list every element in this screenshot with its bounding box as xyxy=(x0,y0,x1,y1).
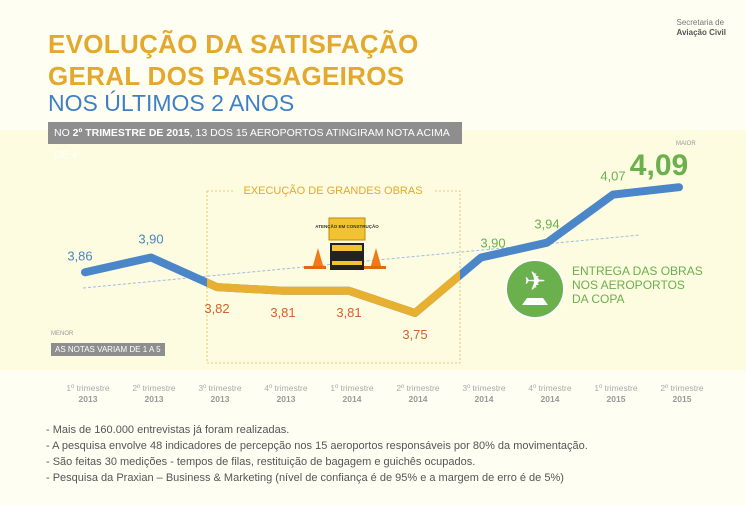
maior-label: MAIOR xyxy=(676,141,696,147)
x-tick-quarter: 2º trimestre xyxy=(132,383,176,393)
x-tick-year: 2014 xyxy=(540,394,560,404)
x-tick-quarter: 1º trimestre xyxy=(66,383,110,393)
page-title: EVOLUÇÃO DA SATISFAÇÃO GERAL DOS PASSAGEI… xyxy=(48,28,419,92)
value-label: 3,75 xyxy=(402,327,427,342)
sign-text: ATENÇÃO EM CONSTRUÇÃO xyxy=(315,223,379,229)
note-item: - Mais de 160.000 entrevistas já foram r… xyxy=(46,424,290,436)
logo: Secretaria de Aviação Civil xyxy=(676,18,726,38)
x-tick-year: 2014 xyxy=(342,394,362,404)
construction-period-box xyxy=(206,190,461,364)
note-item: - Pesquisa da Praxian – Business & Marke… xyxy=(46,472,564,484)
x-tick-label: 1º trimestre 2015 xyxy=(581,383,651,405)
construction-sign-icon: ATENÇÃO EM CONSTRUÇÃO xyxy=(304,217,386,270)
x-tick-year: 2013 xyxy=(78,394,98,404)
x-tick-quarter: 2º trimestre xyxy=(660,383,704,393)
value-label: 3,94 xyxy=(534,217,559,232)
delivery-line-3: DA COPA xyxy=(572,292,625,306)
construction-label-bg xyxy=(233,182,433,198)
x-tick-year: 2013 xyxy=(210,394,230,404)
x-tick-label: 1º trimestre 2014 xyxy=(317,383,387,405)
x-tick-label: 2º trimestre 2013 xyxy=(119,383,189,405)
note-item: - A pesquisa envolve 48 indicadores de p… xyxy=(46,440,588,452)
x-tick-year: 2014 xyxy=(408,394,428,404)
menor-label: MENOR xyxy=(51,331,74,337)
notes-list: - Mais de 160.000 entrevistas já foram r… xyxy=(46,422,588,486)
x-tick-quarter: 3º trimestre xyxy=(462,383,506,393)
x-tick-year: 2013 xyxy=(144,394,164,404)
value-label: 4,07 xyxy=(600,169,625,184)
x-tick-label: 4º trimestre 2013 xyxy=(251,383,321,405)
value-label: 3,82 xyxy=(204,301,229,316)
value-label: 4,09 xyxy=(630,149,688,182)
highlight-banner: NO 2º TRIMESTRE DE 2015, 13 DOS 15 AEROP… xyxy=(48,122,462,161)
highlight-bold: 2º TRIMESTRE DE 2015 xyxy=(72,127,190,139)
x-tick-year: 2015 xyxy=(606,394,626,404)
x-tick-label: 3º trimestre 2014 xyxy=(449,383,519,405)
construction-label: EXECUÇÃO DE GRANDES OBRAS xyxy=(243,184,422,197)
title-line-2: GERAL DOS PASSAGEIROS xyxy=(48,61,405,91)
x-tick-quarter: 1º trimestre xyxy=(330,383,374,393)
value-label: 3,90 xyxy=(138,232,163,247)
title-line-1: EVOLUÇÃO DA SATISFAÇÃO xyxy=(48,29,419,59)
note-item: - São feitas 30 medições - tempos de fil… xyxy=(46,456,476,468)
x-tick-label: 4º trimestre 2014 xyxy=(515,383,585,405)
logo-line-1: Secretaria de xyxy=(676,18,725,27)
x-tick-year: 2014 xyxy=(474,394,494,404)
value-label: 3,81 xyxy=(270,305,295,320)
x-tick-quarter: 2º trimestre xyxy=(396,383,440,393)
x-tick-label: 3º trimestre 2013 xyxy=(185,383,255,405)
highlight-suffix: , 13 DOS 15 AEROPORTOS ATINGIRAM NOTA AC… xyxy=(54,127,450,161)
construction-series-line xyxy=(207,269,460,317)
x-tick-label: 1º trimestre 2013 xyxy=(53,383,123,405)
value-label: 3,86 xyxy=(67,248,92,263)
airplane-badge-icon: ✈ xyxy=(505,259,565,319)
x-tick-year: 2013 xyxy=(276,394,296,404)
logo-line-2: Aviação Civil xyxy=(676,28,726,37)
highlight-prefix: NO xyxy=(54,127,73,139)
x-tick-quarter: 4º trimestre xyxy=(264,383,308,393)
delivery-line-1: ENTREGA DAS OBRAS xyxy=(572,264,703,278)
x-tick-quarter: 4º trimestre xyxy=(528,383,572,393)
x-tick-quarter: 1º trimestre xyxy=(594,383,638,393)
delivery-note: ENTREGA DAS OBRAS NOS AEROPORTOS DA COPA xyxy=(572,264,703,306)
x-tick-year: 2015 xyxy=(672,394,692,404)
svg-text:✈: ✈ xyxy=(524,266,546,296)
value-label: 3,90 xyxy=(480,236,505,251)
delivery-line-2: NOS AEROPORTOS xyxy=(572,278,685,292)
value-label: 3,81 xyxy=(336,305,361,320)
page-subtitle: NOS ÚLTIMOS 2 ANOS xyxy=(48,90,295,116)
x-tick-quarter: 3º trimestre xyxy=(198,383,242,393)
chart-band xyxy=(0,130,746,370)
x-tick-label: 2º trimestre 2014 xyxy=(383,383,453,405)
range-note: AS NOTAS VARIAM DE 1 A 5 xyxy=(51,343,165,356)
x-tick-label: 2º trimestre 2015 xyxy=(647,383,717,405)
